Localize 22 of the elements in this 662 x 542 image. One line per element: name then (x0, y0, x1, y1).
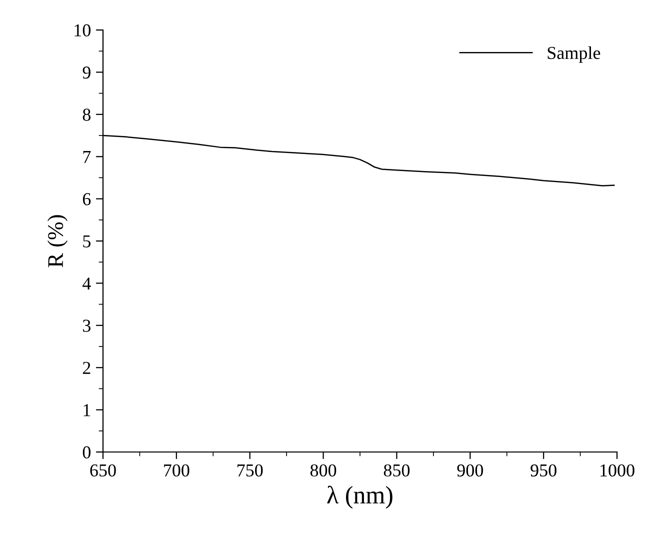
y-tick-label: 1 (84, 404, 90, 416)
x-tick-label: 1000 (600, 464, 634, 477)
x-tick-label: 950 (530, 464, 556, 477)
y-tick-label: 3 (83, 320, 90, 332)
y-tick-label: 7 (83, 151, 91, 163)
x-tick-label: 750 (238, 464, 263, 477)
x-tick-label: 850 (384, 464, 410, 477)
y-axis-title: R (%) (47, 215, 68, 268)
legend-label: Sample (548, 46, 600, 63)
y-tick-label: 4 (82, 278, 91, 290)
x-tick-label: 650 (90, 464, 116, 477)
y-tick-label: 5 (83, 235, 90, 248)
x-axis-title: λ (nm) (327, 486, 392, 509)
x-tick-label: 700 (164, 464, 190, 477)
y-tick-label: 2 (82, 362, 90, 374)
x-tick-label: 900 (457, 464, 483, 477)
x-tick-label: 800 (310, 464, 336, 477)
y-tick-label: 9 (82, 66, 90, 79)
y-tick-label: 8 (82, 108, 91, 121)
y-tick-label: 6 (82, 193, 91, 206)
y-tick-label: 0 (82, 446, 91, 458)
y-tick-label: 10 (74, 24, 91, 36)
